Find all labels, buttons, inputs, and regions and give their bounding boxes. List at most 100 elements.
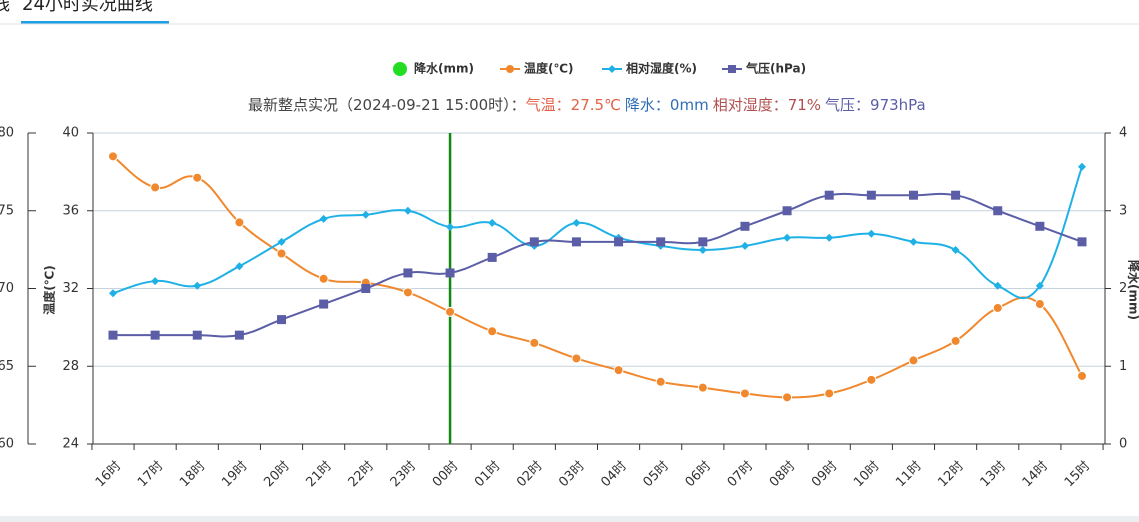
- point: [697, 382, 708, 393]
- legend-icon: [728, 65, 736, 73]
- y2-tick-label: 1: [1119, 359, 1127, 374]
- point: [487, 252, 497, 262]
- x-tick-label: 00时: [430, 459, 461, 490]
- point: [108, 151, 118, 162]
- tab[interactable]: 线: [0, 0, 10, 15]
- point: [866, 190, 876, 200]
- y-tick-label: 40: [62, 126, 79, 141]
- point: [782, 392, 793, 403]
- point: [909, 237, 918, 246]
- x-tick-label: 12时: [935, 459, 966, 490]
- point: [234, 330, 244, 340]
- legend-label: 温度(℃): [524, 61, 574, 76]
- point: [487, 326, 498, 337]
- point: [402, 287, 413, 298]
- point: [192, 172, 203, 183]
- point: [445, 268, 455, 278]
- point: [824, 388, 835, 399]
- point: [698, 245, 707, 254]
- point: [613, 365, 624, 376]
- point: [193, 281, 202, 290]
- point: [361, 284, 371, 293]
- y3-tick-label: 980: [0, 126, 14, 141]
- point: [867, 229, 876, 238]
- x-tick-label: 03时: [556, 459, 587, 490]
- x-tick-label: 20时: [261, 459, 292, 490]
- y-tick-label: 36: [62, 203, 79, 218]
- point: [656, 237, 666, 247]
- sub-temp: 气温：27.5℃: [526, 96, 621, 114]
- point: [318, 273, 329, 284]
- point: [319, 214, 328, 223]
- x-tick-label: 22时: [346, 459, 377, 490]
- y2-axis-label: 降水(mm): [1127, 260, 1139, 320]
- sub-rain: 降水：0mm: [625, 96, 709, 114]
- sub-pressure: 气压：973hPa: [825, 96, 926, 114]
- point: [571, 237, 581, 247]
- point: [403, 206, 412, 215]
- y3-tick-label: 965: [0, 359, 14, 374]
- point: [740, 221, 750, 231]
- point: [235, 262, 244, 271]
- footer-band: [0, 516, 1139, 522]
- point: [740, 241, 749, 250]
- point: [571, 353, 582, 364]
- legend-label: 相对湿度(%): [626, 61, 697, 76]
- x-tick-label: 23时: [388, 459, 419, 490]
- point: [529, 337, 540, 348]
- legend-icon: [506, 65, 514, 73]
- x-tick-label: 05时: [640, 459, 671, 490]
- point: [993, 206, 1003, 216]
- point: [1078, 162, 1086, 171]
- legend-label: 降水(mm): [414, 61, 474, 76]
- sub-prefix: 最新整点实况（2024-09-21 15:00时）：: [248, 96, 526, 114]
- tab-active[interactable]: 24小时实况曲线: [22, 0, 153, 15]
- y3-tick-label: 975: [0, 203, 14, 218]
- y3-tick-label: 970: [0, 281, 14, 296]
- y2-tick-label: 2: [1119, 281, 1127, 296]
- legend-label: 气压(hPa): [745, 61, 806, 76]
- legend-icon: [393, 62, 407, 76]
- point: [361, 210, 370, 219]
- point: [950, 335, 961, 346]
- series-line: [112, 166, 1083, 299]
- series-line: [113, 192, 1083, 338]
- x-tick-label: 06时: [683, 459, 714, 490]
- point: [445, 306, 456, 317]
- point: [572, 218, 581, 227]
- x-tick-label: 17时: [135, 459, 166, 490]
- x-tick-label: 04时: [598, 459, 629, 490]
- x-tick-label: 07时: [725, 459, 756, 490]
- point: [783, 233, 792, 242]
- point: [319, 299, 329, 309]
- point: [488, 218, 497, 227]
- point: [1035, 221, 1045, 231]
- y-tick-label: 32: [62, 281, 79, 296]
- point: [908, 190, 918, 200]
- y2-tick-label: 0: [1119, 437, 1127, 452]
- point: [151, 277, 160, 286]
- point: [993, 281, 1002, 290]
- x-tick-label: 21时: [303, 459, 334, 490]
- point: [108, 330, 118, 340]
- point: [655, 376, 666, 387]
- series-line: [112, 155, 1083, 399]
- point: [150, 182, 161, 193]
- point: [529, 237, 539, 247]
- point: [1077, 237, 1087, 247]
- y-tick-label: 28: [62, 359, 79, 374]
- x-tick-label: 02时: [514, 459, 545, 490]
- point: [698, 237, 708, 247]
- point: [403, 268, 413, 278]
- point: [234, 217, 245, 228]
- x-tick-label: 15时: [1062, 459, 1093, 490]
- x-tick-label: 10时: [851, 459, 882, 490]
- x-tick-label: 08时: [767, 459, 798, 490]
- tab-underline: [21, 21, 169, 24]
- point: [276, 248, 287, 259]
- point: [951, 190, 961, 200]
- x-tick-label: 14时: [1020, 459, 1051, 490]
- point: [825, 233, 834, 242]
- point: [192, 330, 202, 340]
- point: [277, 237, 286, 246]
